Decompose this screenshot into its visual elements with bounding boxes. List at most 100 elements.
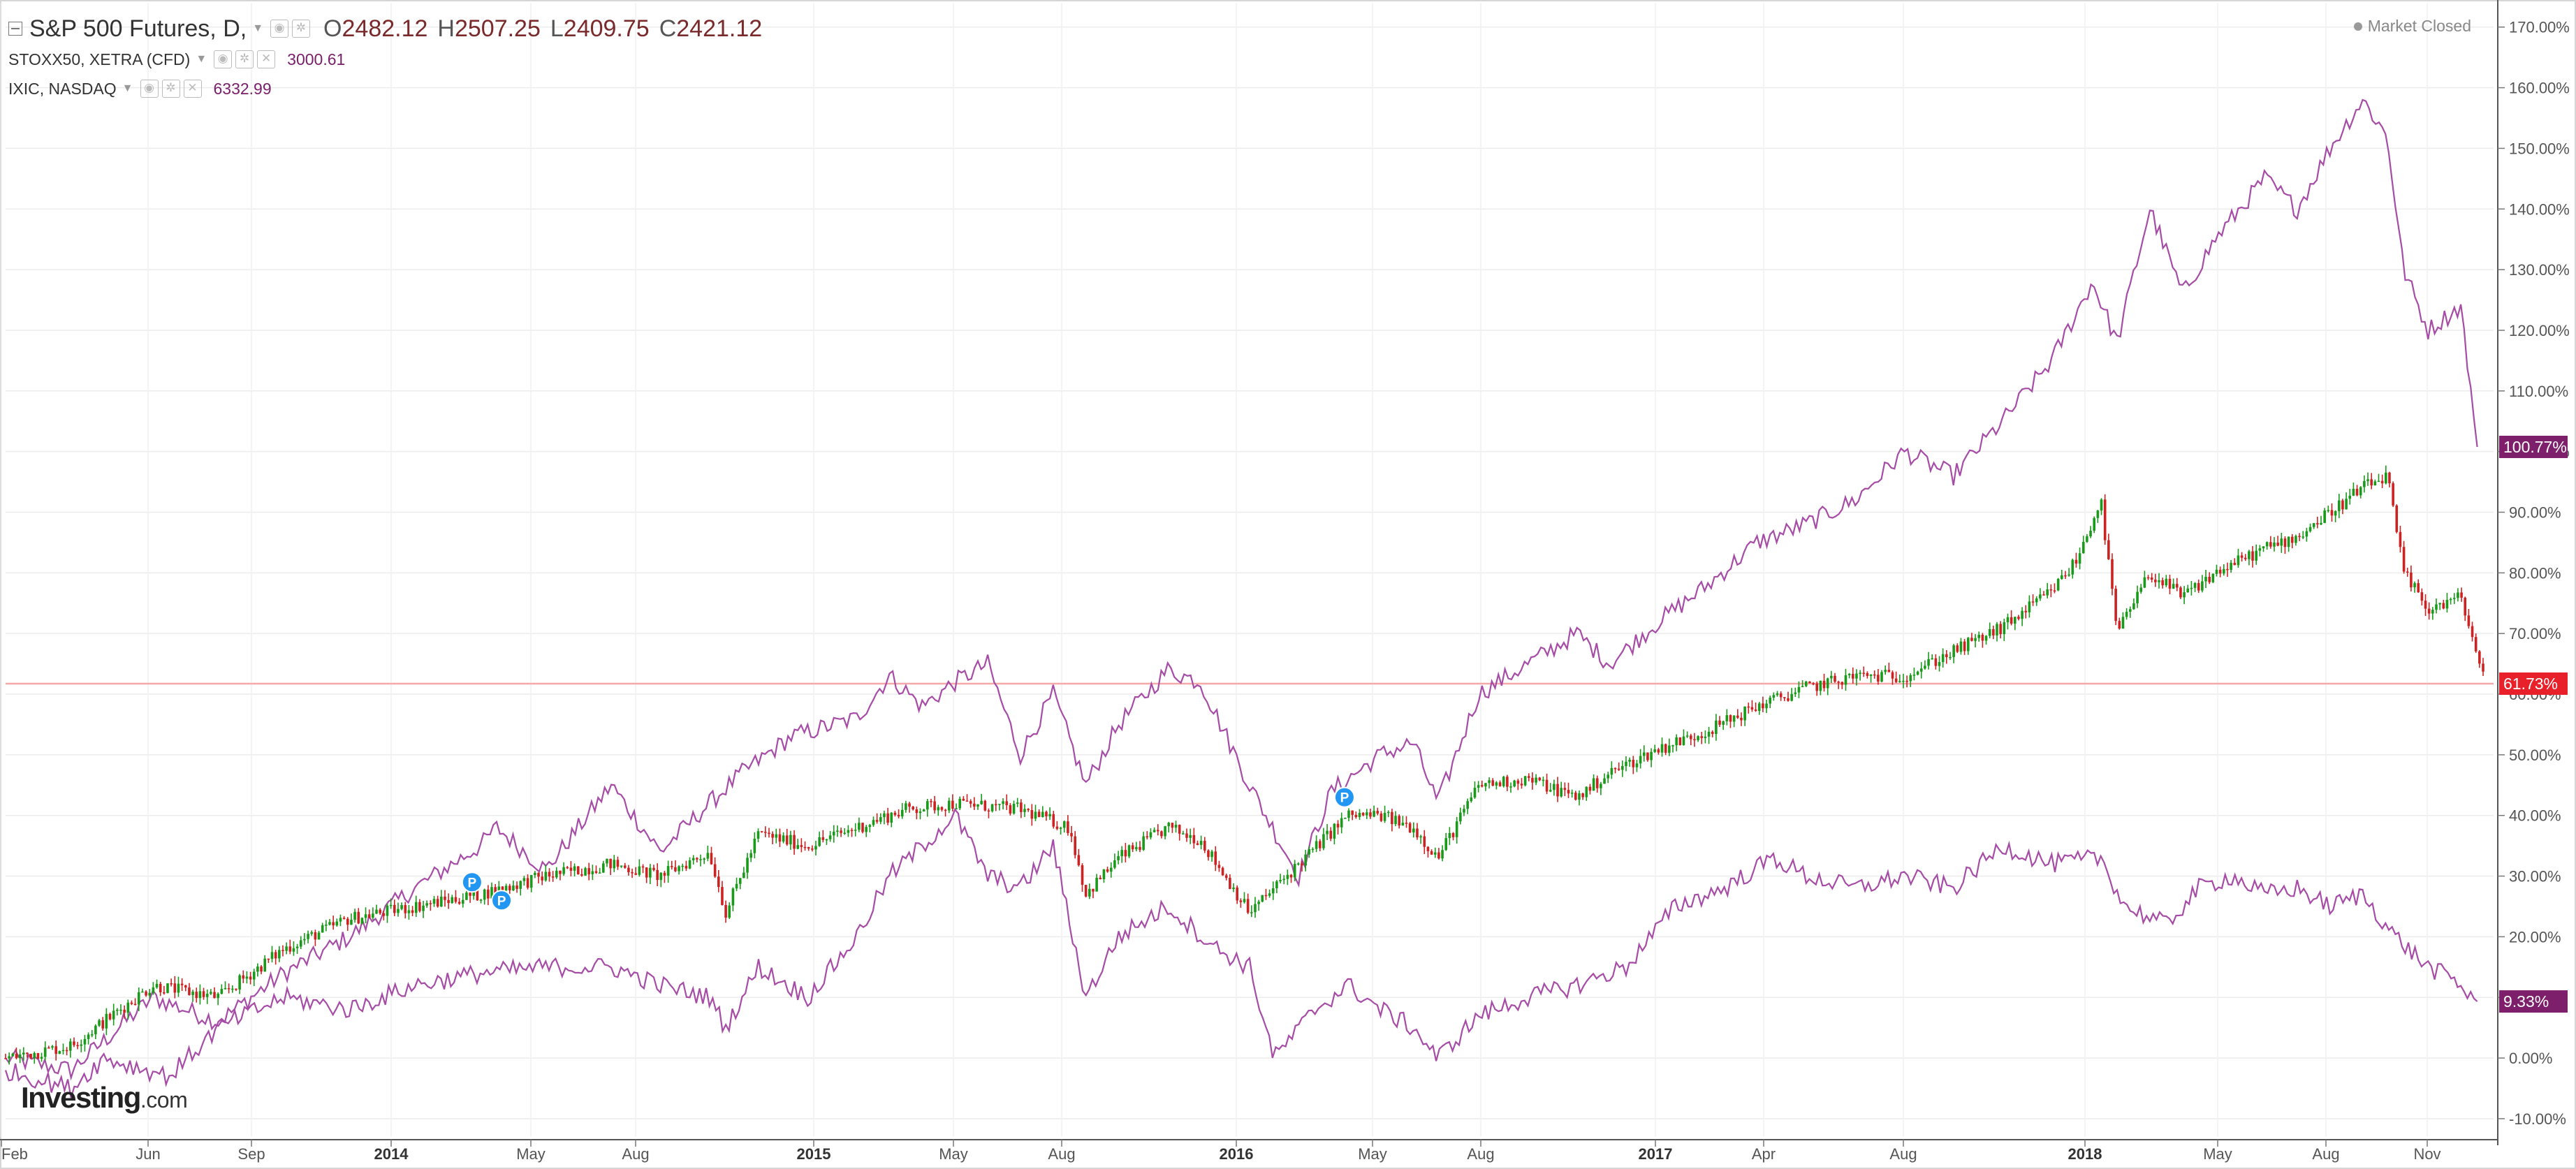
candle-body bbox=[173, 983, 177, 993]
candle-body bbox=[1621, 765, 1624, 770]
candle-body bbox=[1437, 852, 1440, 859]
candle-body bbox=[407, 910, 411, 913]
candle-body bbox=[256, 966, 259, 972]
candle-body bbox=[2457, 592, 2459, 598]
candle-body bbox=[1736, 715, 1739, 718]
candle-body bbox=[472, 889, 476, 896]
candle-body bbox=[2168, 578, 2172, 589]
price-label-stoxx50: 9.33% bbox=[2499, 990, 2568, 1013]
candle-body bbox=[947, 800, 951, 811]
candle-body bbox=[638, 866, 641, 875]
event-marker-circle[interactable] bbox=[491, 890, 513, 911]
candle-body bbox=[793, 835, 796, 849]
chevron-down-icon[interactable]: ▼ bbox=[196, 53, 207, 65]
candle-body bbox=[1009, 805, 1012, 814]
candle-body bbox=[645, 867, 648, 878]
chevron-down-icon[interactable]: ▼ bbox=[252, 22, 264, 34]
candle-body bbox=[1804, 682, 1808, 686]
eye-icon[interactable]: ◉ bbox=[214, 50, 233, 68]
gear-icon[interactable]: ✲ bbox=[235, 50, 254, 68]
compare-symbol-row[interactable]: STOXX50, XETRA (CFD) ▼ ◉ ✲ ✕ 3000.61 bbox=[8, 45, 762, 74]
candle-body bbox=[2056, 578, 2060, 591]
candle-body bbox=[1563, 788, 1567, 791]
event-marker[interactable]: P bbox=[491, 890, 513, 911]
candle-body bbox=[1585, 786, 1588, 797]
candle-body bbox=[691, 858, 695, 860]
compare-symbol-name[interactable]: STOXX50, XETRA (CFD) bbox=[8, 50, 191, 68]
main-symbol-name[interactable]: S&P 500 Futures, D, bbox=[29, 15, 247, 42]
candle-body bbox=[2248, 551, 2251, 559]
candle-body bbox=[915, 809, 919, 814]
x-tick-label: 2016 bbox=[1220, 1145, 1254, 1163]
candle-body bbox=[1473, 788, 1477, 798]
candle-body bbox=[1678, 737, 1682, 745]
candle-body bbox=[2143, 577, 2146, 588]
candle-body bbox=[1466, 801, 1469, 809]
candle-body bbox=[2100, 499, 2103, 511]
candle-body bbox=[1426, 846, 1430, 851]
candle-body bbox=[598, 872, 601, 874]
gear-icon[interactable]: ✲ bbox=[161, 80, 180, 98]
event-marker-label: P bbox=[468, 876, 477, 890]
candle-body bbox=[2190, 587, 2193, 589]
candle-body bbox=[126, 1002, 130, 1013]
candle-body bbox=[2233, 562, 2237, 566]
candle-body bbox=[458, 902, 461, 904]
candle-body bbox=[2132, 603, 2135, 610]
candle-body bbox=[2150, 577, 2153, 580]
collapse-legend-icon[interactable] bbox=[8, 22, 22, 36]
main-symbol-row[interactable]: S&P 500 Futures, D, ▼ ◉ ✲ O 2482.12 H 2507… bbox=[8, 13, 762, 45]
eye-icon[interactable]: ◉ bbox=[140, 80, 159, 98]
candle-body bbox=[1516, 780, 1520, 784]
candle-body bbox=[519, 881, 522, 889]
x-tick-label: 2018 bbox=[2068, 1145, 2102, 1163]
candle-body bbox=[2175, 584, 2179, 588]
close-icon[interactable]: ✕ bbox=[183, 80, 202, 98]
candle-body bbox=[145, 991, 147, 996]
event-markers[interactable]: P P P bbox=[461, 786, 1355, 911]
investing-logo[interactable]: Investing.com bbox=[21, 1081, 188, 1115]
gear-icon[interactable]: ✲ bbox=[292, 20, 311, 38]
price-label-text: 100.77% bbox=[2503, 438, 2567, 456]
candle-body bbox=[1347, 810, 1350, 818]
candle-body bbox=[1354, 814, 1358, 818]
candle-body bbox=[836, 830, 839, 832]
status-dot-icon bbox=[2353, 22, 2362, 31]
candle-body bbox=[1513, 780, 1516, 787]
compare-symbol-name[interactable]: IXIC, NASDAQ bbox=[8, 79, 117, 98]
candle-body bbox=[285, 946, 288, 951]
y-axis[interactable]: 170.00% 160.00% 150.00% 140.00% 130.00% 120.0… bbox=[2497, 0, 2570, 1145]
candle-body bbox=[1689, 735, 1692, 740]
close-icon[interactable]: ✕ bbox=[257, 50, 276, 68]
compare-symbol-row[interactable]: IXIC, NASDAQ ▼ ◉ ✲ ✕ 6332.99 bbox=[8, 74, 762, 103]
price-label-bg bbox=[2499, 435, 2568, 458]
candle-body bbox=[76, 1045, 79, 1047]
eye-icon[interactable]: ◉ bbox=[270, 20, 289, 38]
event-marker-circle[interactable] bbox=[1333, 786, 1355, 808]
candle-body bbox=[29, 1054, 32, 1059]
candle-body bbox=[1812, 683, 1815, 684]
candle-body bbox=[688, 860, 691, 869]
candle-body bbox=[235, 988, 237, 990]
event-marker[interactable]: P bbox=[461, 872, 483, 893]
candle-body bbox=[288, 946, 292, 952]
candle-body bbox=[1797, 686, 1801, 693]
candle-body bbox=[2107, 540, 2110, 559]
candle-body bbox=[73, 1041, 75, 1045]
candle-body bbox=[623, 865, 627, 868]
candle-body bbox=[2071, 559, 2074, 575]
event-marker[interactable]: P bbox=[1333, 786, 1355, 808]
chevron-down-icon[interactable]: ▼ bbox=[122, 82, 133, 94]
candle-body bbox=[245, 976, 249, 979]
candle-body bbox=[594, 871, 598, 873]
x-axis[interactable]: Feb Jun Sep 2014 May Aug 2015 May Aug 2016 May Aug 2… bbox=[0, 1139, 2498, 1163]
candle-body bbox=[152, 987, 155, 993]
candle-body bbox=[1236, 887, 1238, 901]
low-label: L bbox=[550, 15, 564, 42]
candle-body bbox=[184, 985, 187, 988]
candle-body bbox=[1308, 848, 1311, 855]
candle-body bbox=[2046, 589, 2049, 596]
candle-body bbox=[22, 1052, 25, 1054]
event-marker-circle[interactable] bbox=[461, 872, 483, 893]
